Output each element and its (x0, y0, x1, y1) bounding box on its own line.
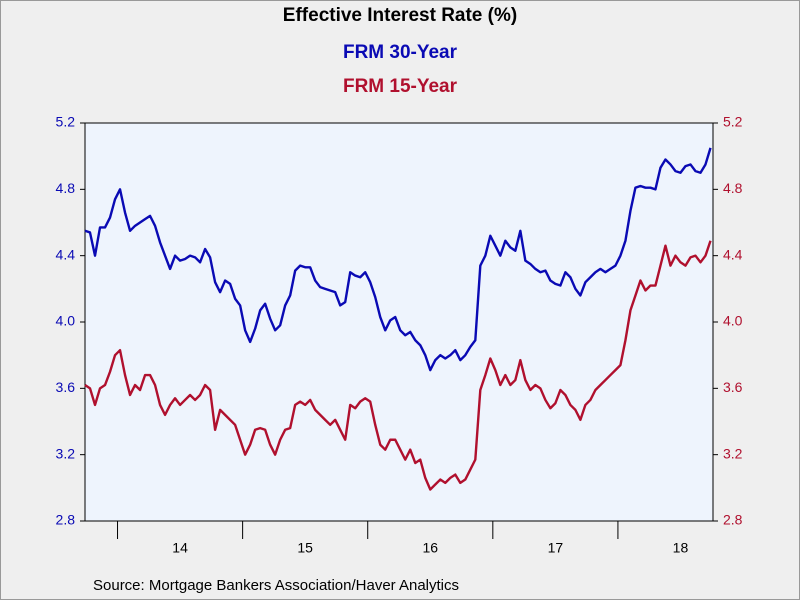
legend-entry: FRM 30-Year (343, 42, 458, 63)
y-tick-label: 4.4 (56, 246, 76, 262)
x-tick-label: 14 (172, 540, 188, 556)
y2-tick-label: 4.4 (723, 246, 743, 262)
y-tick-label: 4.0 (56, 313, 76, 329)
source-note: Source: Mortgage Bankers Association/Hav… (93, 577, 459, 594)
series-line (84, 147, 712, 372)
y2-tick-label: 4.0 (723, 313, 743, 329)
y-tick-label: 3.6 (56, 379, 76, 395)
x-tick-label: 16 (422, 540, 438, 556)
y2-tick-label: 3.2 (723, 445, 743, 461)
x-tick-label: 17 (548, 540, 564, 556)
x-tick-label: 18 (673, 540, 689, 556)
plot-area (84, 122, 714, 522)
y-tick-label: 4.8 (56, 180, 76, 196)
y2-tick-label: 3.6 (723, 379, 743, 395)
x-tick-label: 15 (297, 540, 313, 556)
y-tick-label: 2.8 (56, 512, 76, 528)
y2-tick-label: 2.8 (723, 512, 743, 528)
series-line (84, 240, 712, 491)
y-tick-label: 3.2 (56, 445, 76, 461)
legend-entry: FRM 15-Year (343, 76, 458, 97)
y2-tick-label: 4.8 (723, 180, 743, 196)
chart-title: Effective Interest Rate (%) (283, 5, 517, 26)
y2-tick-label: 5.2 (723, 114, 743, 130)
y-tick-label: 5.2 (56, 114, 76, 130)
